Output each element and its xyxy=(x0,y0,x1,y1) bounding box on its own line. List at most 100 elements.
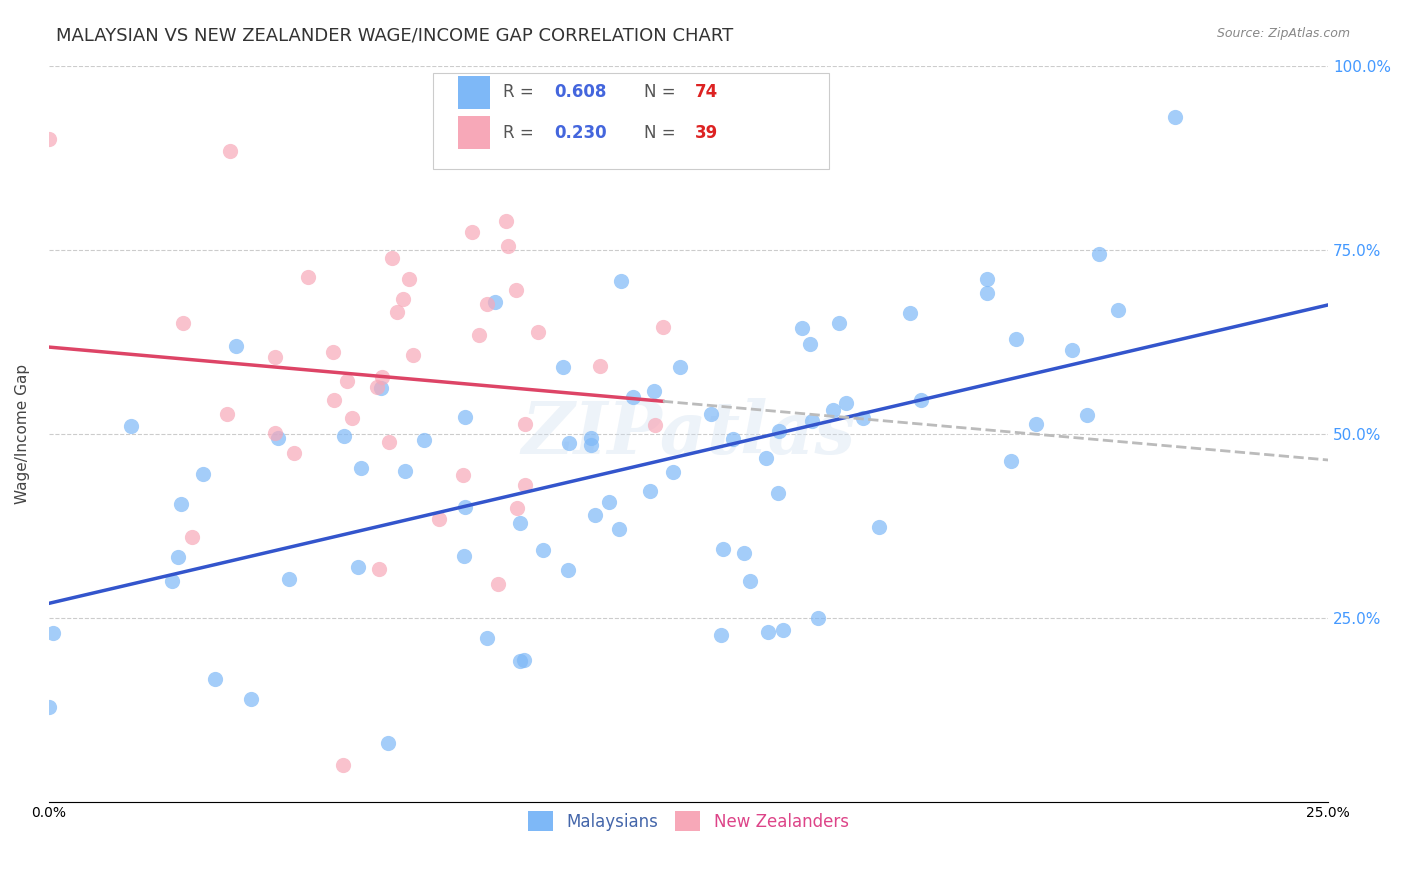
Point xyxy=(167,549,190,564)
Point xyxy=(710,628,733,642)
Point xyxy=(349,461,371,475)
Text: N =: N = xyxy=(644,83,681,101)
Point xyxy=(453,549,475,563)
Point xyxy=(461,225,484,239)
Point xyxy=(38,699,60,714)
Point xyxy=(264,351,287,365)
Point xyxy=(336,374,359,388)
Point xyxy=(513,417,536,432)
Point xyxy=(278,572,301,586)
Point xyxy=(515,478,537,492)
Point xyxy=(598,494,620,508)
Point xyxy=(367,561,389,575)
Point xyxy=(498,239,520,253)
Point xyxy=(557,563,579,577)
Point xyxy=(585,508,607,523)
Point xyxy=(191,467,214,481)
Point xyxy=(468,328,491,343)
Point xyxy=(215,408,238,422)
Point xyxy=(579,431,602,445)
Point xyxy=(41,626,63,640)
Point xyxy=(868,520,890,534)
Point xyxy=(297,270,319,285)
Point xyxy=(662,465,685,479)
Point xyxy=(486,576,509,591)
Point xyxy=(800,414,823,428)
Point xyxy=(821,403,844,417)
Point xyxy=(429,511,451,525)
Text: 0.230: 0.230 xyxy=(554,124,607,142)
Point xyxy=(332,757,354,772)
Point xyxy=(740,574,762,588)
Point xyxy=(283,446,305,460)
Point xyxy=(347,559,370,574)
Text: R =: R = xyxy=(503,124,538,142)
Point xyxy=(1000,454,1022,468)
Point xyxy=(766,486,789,500)
Point xyxy=(394,464,416,478)
Point xyxy=(169,497,191,511)
Point xyxy=(721,433,744,447)
Point xyxy=(322,345,344,359)
Point xyxy=(454,500,477,515)
Point xyxy=(506,501,529,516)
Point xyxy=(790,321,813,335)
Point xyxy=(1163,110,1185,124)
Point xyxy=(323,393,346,408)
Point xyxy=(551,359,574,374)
Point xyxy=(768,424,790,438)
Point xyxy=(609,274,631,288)
Point xyxy=(756,624,779,639)
Point xyxy=(267,431,290,445)
Point xyxy=(333,428,356,442)
Legend: Malaysians, New Zealanders: Malaysians, New Zealanders xyxy=(515,797,862,845)
Point xyxy=(579,438,602,452)
Point xyxy=(513,653,536,667)
Point xyxy=(477,297,499,311)
Point xyxy=(381,251,404,265)
Point xyxy=(644,417,666,432)
FancyBboxPatch shape xyxy=(458,76,491,109)
Point xyxy=(385,305,408,319)
Point xyxy=(976,286,998,301)
Point xyxy=(264,426,287,441)
Point xyxy=(640,483,662,498)
Point xyxy=(378,435,401,450)
Point xyxy=(607,522,630,536)
Point xyxy=(402,348,425,362)
Point xyxy=(852,411,875,425)
Point xyxy=(711,541,734,556)
Point xyxy=(651,319,673,334)
Point xyxy=(495,213,517,227)
Point xyxy=(366,380,388,394)
Point xyxy=(558,435,581,450)
Point xyxy=(204,673,226,687)
Point xyxy=(370,381,392,395)
Point xyxy=(239,691,262,706)
Point xyxy=(509,516,531,530)
Point xyxy=(1076,409,1098,423)
FancyBboxPatch shape xyxy=(433,73,830,169)
Point xyxy=(454,410,477,425)
Y-axis label: Wage/Income Gap: Wage/Income Gap xyxy=(15,364,30,504)
Point xyxy=(218,144,240,158)
Point xyxy=(509,654,531,668)
Point xyxy=(371,369,394,384)
Point xyxy=(172,316,194,330)
Point xyxy=(392,292,415,306)
Point xyxy=(898,305,921,319)
Point xyxy=(340,411,363,425)
Point xyxy=(643,384,665,398)
Point xyxy=(828,317,851,331)
Text: N =: N = xyxy=(644,124,681,142)
Point xyxy=(669,360,692,375)
Point xyxy=(799,337,821,351)
Point xyxy=(526,325,548,339)
Point xyxy=(772,624,794,638)
Text: 0.608: 0.608 xyxy=(554,83,606,101)
Point xyxy=(377,736,399,750)
Point xyxy=(1062,343,1084,357)
Point xyxy=(413,433,436,447)
Point xyxy=(1025,417,1047,431)
Point xyxy=(531,542,554,557)
